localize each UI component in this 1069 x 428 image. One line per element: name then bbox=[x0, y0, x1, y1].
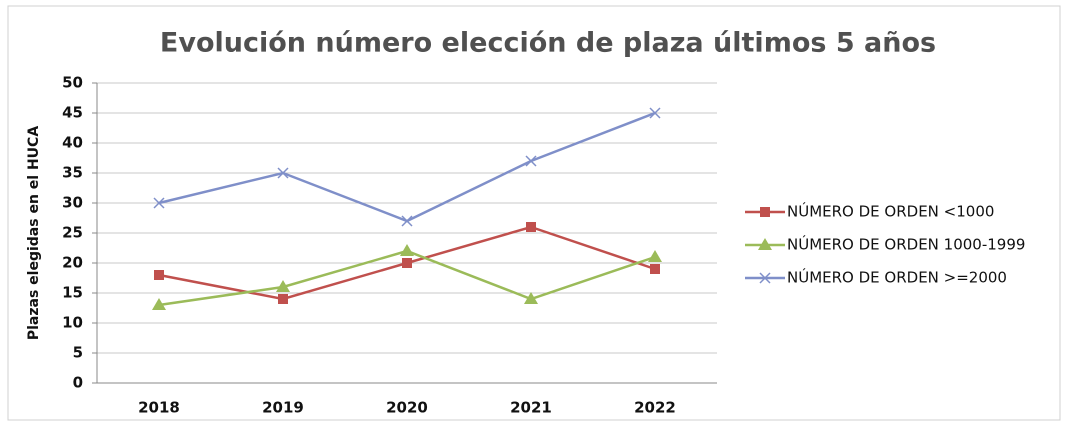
data-point bbox=[152, 298, 166, 310]
legend-label: NÚMERO DE ORDEN >=2000 bbox=[787, 268, 1007, 287]
y-tick-label: 0 bbox=[73, 374, 83, 392]
x-tick-label: 2018 bbox=[138, 399, 180, 417]
y-axis-label: Plazas elegidas en el HUCA bbox=[26, 126, 42, 340]
chart-frame bbox=[7, 5, 1061, 421]
x-tick-label: 2022 bbox=[634, 399, 676, 417]
x-tick-label: 2021 bbox=[510, 399, 552, 417]
legend-label: NÚMERO DE ORDEN <1000 bbox=[787, 202, 994, 221]
y-tick-label: 35 bbox=[62, 164, 83, 182]
data-point bbox=[402, 258, 412, 268]
data-point bbox=[277, 167, 289, 179]
data-point bbox=[154, 270, 164, 280]
data-point bbox=[153, 197, 165, 209]
chart-title: Evolución número elección de plaza últim… bbox=[160, 28, 936, 59]
legend-marker bbox=[760, 207, 770, 217]
y-tick-label: 10 bbox=[62, 314, 83, 332]
legend-marker bbox=[758, 238, 772, 250]
y-tick-label: 15 bbox=[62, 284, 83, 302]
data-point bbox=[648, 250, 662, 262]
y-tick-label: 50 bbox=[62, 74, 83, 92]
x-tick-label: 2020 bbox=[386, 399, 428, 417]
data-point bbox=[276, 280, 290, 292]
legend-marker bbox=[759, 272, 771, 284]
legend-label: NÚMERO DE ORDEN 1000-1999 bbox=[787, 235, 1025, 254]
data-point bbox=[525, 155, 537, 167]
y-tick-label: 25 bbox=[62, 224, 83, 242]
data-point bbox=[524, 292, 538, 304]
y-tick-label: 20 bbox=[62, 254, 83, 272]
data-point bbox=[649, 107, 661, 119]
data-point bbox=[526, 222, 536, 232]
data-point bbox=[401, 215, 413, 227]
data-point bbox=[278, 294, 288, 304]
data-point bbox=[400, 244, 414, 256]
data-point bbox=[650, 264, 660, 274]
y-tick-label: 30 bbox=[62, 194, 83, 212]
y-tick-label: 40 bbox=[62, 134, 83, 152]
y-tick-label: 5 bbox=[73, 344, 83, 362]
y-tick-label: 45 bbox=[62, 104, 83, 122]
x-tick-label: 2019 bbox=[262, 399, 304, 417]
